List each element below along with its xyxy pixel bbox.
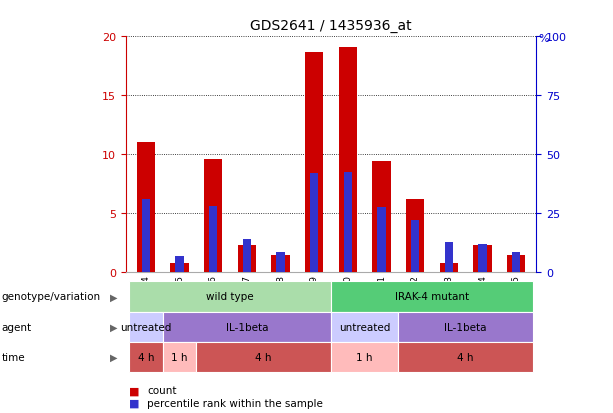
Bar — [175, 256, 184, 273]
Text: 4 h: 4 h — [256, 352, 272, 362]
Bar — [338, 48, 357, 273]
Bar — [473, 245, 492, 273]
Text: ■: ■ — [129, 398, 139, 408]
Text: genotype/variation: genotype/variation — [1, 292, 101, 302]
Text: percentile rank within the sample: percentile rank within the sample — [147, 398, 323, 408]
Bar — [204, 159, 223, 273]
Text: agent: agent — [1, 322, 31, 332]
Bar — [209, 206, 218, 273]
Bar — [440, 263, 458, 273]
Bar — [411, 221, 419, 273]
Bar — [444, 242, 453, 273]
Text: IL-1beta: IL-1beta — [226, 322, 268, 332]
Bar — [142, 199, 150, 273]
Bar — [276, 253, 284, 273]
Text: 1 h: 1 h — [171, 352, 188, 362]
Bar — [344, 173, 352, 273]
Text: untreated: untreated — [339, 322, 390, 332]
Bar — [310, 174, 318, 273]
Text: count: count — [147, 385, 177, 395]
Bar — [170, 263, 189, 273]
Text: 4 h: 4 h — [137, 352, 154, 362]
Text: 4 h: 4 h — [457, 352, 474, 362]
Bar — [243, 240, 251, 273]
Text: %: % — [538, 34, 549, 44]
Text: time: time — [1, 352, 25, 362]
Text: ▶: ▶ — [110, 322, 117, 332]
Text: IRAK-4 mutant: IRAK-4 mutant — [395, 292, 469, 302]
Bar — [378, 208, 386, 273]
Text: untreated: untreated — [120, 322, 172, 332]
Bar — [372, 162, 390, 273]
Bar — [137, 143, 155, 273]
Bar — [272, 255, 290, 273]
Bar — [406, 199, 424, 273]
Text: 1 h: 1 h — [356, 352, 373, 362]
Text: wild type: wild type — [206, 292, 254, 302]
Text: ▶: ▶ — [110, 352, 117, 362]
Bar — [305, 52, 324, 273]
Bar — [238, 245, 256, 273]
Bar — [478, 244, 487, 273]
Text: IL-1beta: IL-1beta — [444, 322, 487, 332]
Title: GDS2641 / 1435936_at: GDS2641 / 1435936_at — [250, 19, 412, 33]
Bar — [507, 255, 525, 273]
Text: ■: ■ — [129, 385, 139, 395]
Text: ▶: ▶ — [110, 292, 117, 302]
Bar — [512, 253, 520, 273]
